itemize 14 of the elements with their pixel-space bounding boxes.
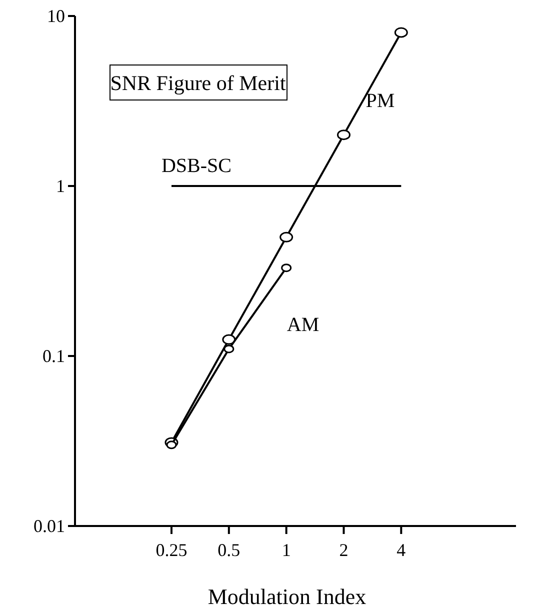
y-tick-label: 0.1: [42, 346, 65, 366]
x-tick-label: 0.5: [218, 540, 240, 560]
x-tick-label: 4: [396, 540, 406, 560]
y-tick-label: 1: [56, 176, 65, 196]
series-label: DSB-SC: [161, 155, 232, 177]
x-axis-title: Modulation Index: [208, 584, 366, 609]
x-tick-label: 0.25: [156, 540, 188, 560]
x-tick-label: 2: [339, 540, 348, 560]
y-tick-label: 10: [47, 6, 65, 26]
x-tick-label: 1: [282, 540, 291, 560]
y-tick-label: 0.01: [34, 516, 65, 536]
text: SNR Figure of Merit: [110, 71, 286, 95]
series-label: AM: [286, 314, 320, 336]
series-label: PM: [366, 90, 395, 112]
